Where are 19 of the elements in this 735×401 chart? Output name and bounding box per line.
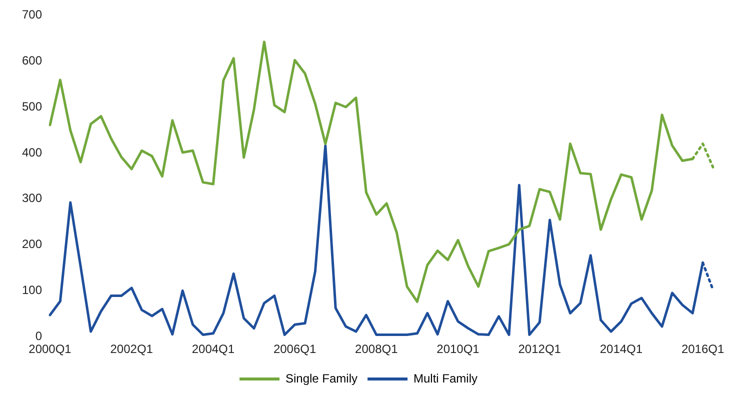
y-tick-label: 600 — [22, 53, 42, 68]
y-tick-label: 400 — [22, 145, 42, 160]
y-tick-label: 200 — [22, 237, 42, 252]
y-tick-label: 500 — [22, 99, 42, 114]
legend-label: Single Family — [285, 371, 358, 386]
y-tick-label: 0 — [35, 328, 42, 343]
x-tick-label: 2002Q1 — [110, 342, 154, 356]
x-tick-label: 2014Q1 — [600, 342, 643, 356]
x-tick-label: 2000Q1 — [28, 342, 72, 356]
x-tick-label: 2006Q1 — [273, 342, 316, 356]
x-tick-label: 2008Q1 — [355, 342, 398, 356]
y-tick-label: 300 — [22, 191, 42, 206]
x-tick-label: 2010Q1 — [436, 342, 480, 356]
x-tick-label: 2004Q1 — [192, 342, 235, 356]
x-tick-label: 2016Q1 — [681, 342, 724, 356]
y-tick-label: 700 — [22, 8, 42, 22]
x-tick-label: 2012Q1 — [518, 342, 562, 356]
y-tick-label: 100 — [22, 283, 42, 297]
legend-label: Multi Family — [414, 371, 478, 386]
